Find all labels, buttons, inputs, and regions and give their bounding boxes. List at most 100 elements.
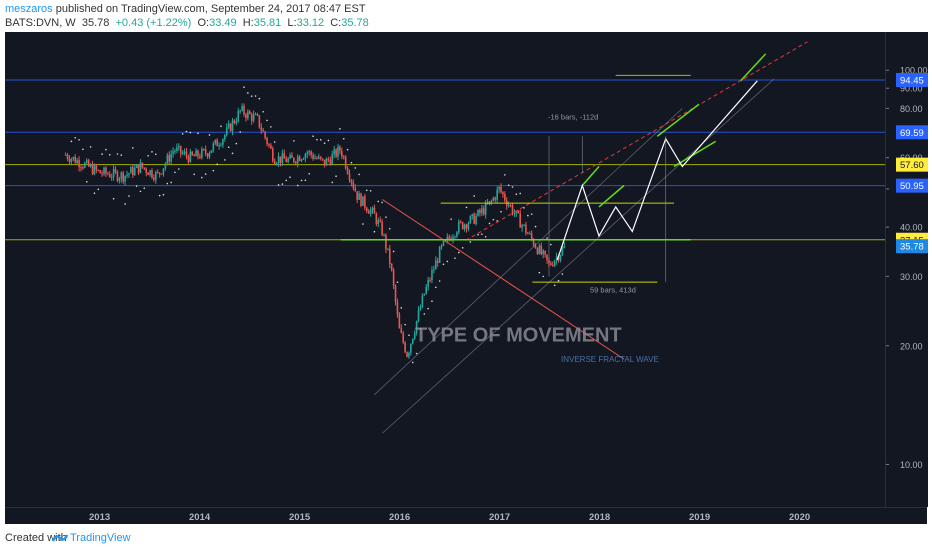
candle-body — [377, 220, 380, 224]
sar-dot — [235, 142, 238, 145]
candle-body — [496, 189, 498, 200]
candle-body — [76, 160, 78, 164]
sar-dot — [131, 147, 134, 149]
sar-dot — [105, 148, 107, 151]
candle-body — [268, 144, 270, 146]
sar-dot — [492, 218, 495, 221]
candle-body — [388, 248, 391, 264]
candle-body — [504, 194, 506, 201]
price-level-badge — [896, 72, 928, 87]
sar-dot — [377, 200, 380, 203]
open-label: O: — [197, 17, 210, 29]
candle-body — [202, 149, 205, 151]
candle-body — [438, 246, 441, 263]
created-with-label: Created with — [5, 532, 67, 544]
high-value: 35.81 — [253, 17, 282, 29]
candle-body — [417, 310, 420, 321]
candle-body — [396, 302, 399, 315]
candle-body — [463, 224, 466, 230]
sar-dot — [369, 189, 372, 192]
sar-dot — [404, 323, 406, 326]
candle-body — [143, 167, 146, 169]
time-axis[interactable]: 2013 2014 2015 2016 2017 2018 2019 2020 — [5, 507, 927, 524]
sar-dot — [158, 194, 161, 197]
sar-dot — [454, 257, 456, 259]
candle-body — [542, 250, 545, 255]
candle-body — [410, 343, 412, 353]
sar-dot — [97, 188, 100, 191]
candle-body — [87, 160, 90, 167]
candle-body — [149, 170, 151, 176]
candle-body — [231, 120, 234, 132]
candle-body — [563, 246, 566, 249]
sar-dot — [446, 260, 449, 263]
candle-body — [133, 167, 136, 176]
candle-body — [312, 155, 314, 159]
candle-body — [260, 127, 263, 131]
sar-dot — [373, 230, 376, 233]
candle-body — [258, 115, 261, 128]
candle-body — [555, 256, 558, 261]
candle-body — [158, 172, 161, 174]
candle-body — [421, 295, 424, 308]
candle-body — [287, 158, 289, 163]
candle-body — [479, 210, 481, 214]
sar-dot — [431, 300, 433, 302]
sar-dot — [408, 334, 410, 337]
candle-body — [402, 332, 405, 343]
candle-body — [204, 149, 207, 154]
sar-dot — [151, 151, 153, 153]
candle-body — [187, 156, 190, 162]
candle-body — [509, 205, 512, 207]
candle-body — [201, 149, 203, 158]
sar-dot — [557, 279, 560, 282]
candle-body — [174, 150, 176, 152]
candle-body — [128, 173, 130, 175]
candle-body — [459, 221, 462, 223]
candle-body — [344, 156, 347, 169]
candle-body — [247, 111, 249, 118]
chart-pane[interactable]: TYPE OF MOVEMENT INVERSE FRACTAL WAVE -16 … — [5, 32, 885, 507]
candle-body — [233, 120, 236, 123]
candle-body — [400, 328, 403, 333]
sar-dot — [561, 273, 564, 275]
candle-body — [82, 167, 84, 169]
candle-body — [392, 270, 395, 286]
candle-body — [465, 224, 468, 229]
chart-svg[interactable]: TYPE OF MOVEMENT INVERSE FRACTAL WAVE -16 … — [5, 32, 885, 507]
sar-dot — [312, 135, 314, 137]
tradingview-logo-icon — [52, 534, 68, 542]
candle-body — [218, 145, 220, 147]
sar-dot — [108, 154, 111, 156]
chart-header: meszaros published on TradingView.com, S… — [0, 0, 932, 32]
sar-dot — [527, 214, 529, 217]
sar-dot — [365, 189, 368, 192]
candle-body — [160, 173, 163, 175]
candle-body — [108, 174, 111, 178]
ohlc-line: BATS:DVN, W 35.78 +0.43 (+1.22%) O:33.49… — [5, 17, 369, 29]
sar-dot — [293, 140, 295, 142]
author-link[interactable]: meszaros — [5, 3, 53, 15]
sar-dot — [354, 167, 357, 169]
sar-dot — [477, 233, 479, 236]
candle-body — [373, 207, 376, 214]
candle-body — [89, 164, 92, 167]
candle-body — [321, 158, 324, 160]
candle-body — [224, 135, 226, 140]
sar-dot — [461, 247, 464, 249]
tradingview-brand[interactable]: TradingView — [70, 532, 131, 544]
candle-body — [475, 215, 477, 224]
candle-body — [440, 245, 443, 247]
candle-body — [371, 207, 374, 211]
candle-body — [141, 162, 144, 168]
sar-dot — [74, 136, 77, 139]
sar-dot — [350, 161, 353, 164]
candle-body — [385, 234, 387, 250]
candle-body — [381, 221, 383, 235]
price-tick-label: 80.00 — [900, 104, 923, 114]
price-axis[interactable]: 10.0020.0030.0040.0050.0060.0080.0090.00… — [885, 32, 928, 507]
candle-body — [206, 153, 209, 157]
candle-body — [271, 148, 274, 161]
candle-body — [296, 156, 299, 164]
candle-body — [110, 176, 113, 178]
